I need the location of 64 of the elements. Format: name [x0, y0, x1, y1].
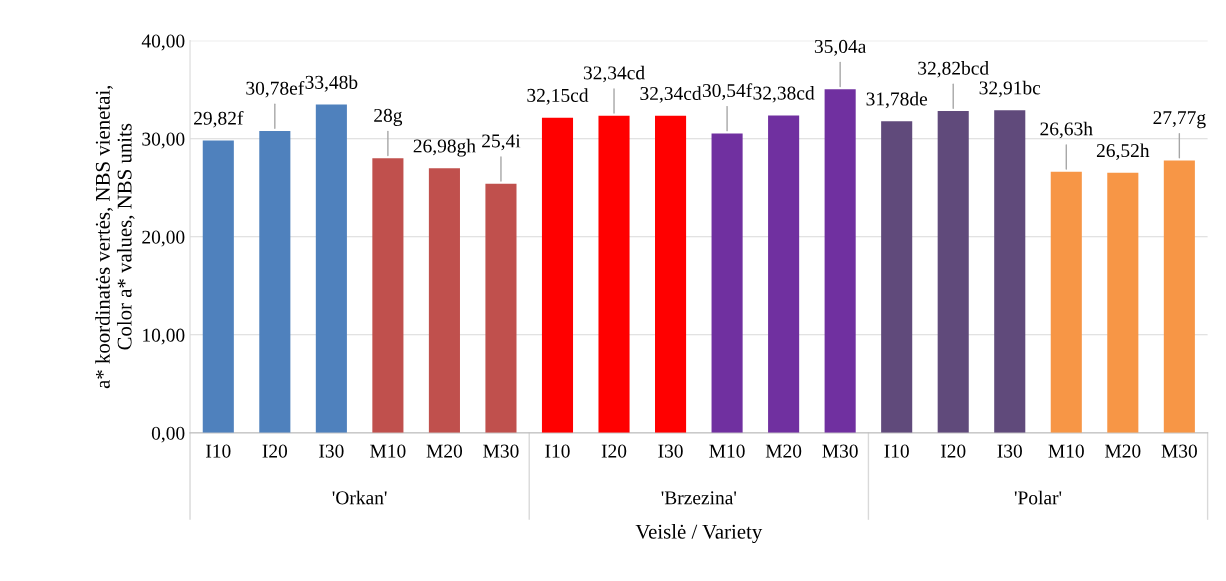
data-label: 32,38cd	[753, 85, 815, 103]
x-tick-label: M30	[822, 444, 858, 458]
text: 'Orkan'	[332, 490, 387, 505]
x-tick-label: I20	[940, 444, 966, 458]
x-tick-label: M30	[1161, 444, 1197, 458]
y-tick-label: 40,00	[141, 34, 185, 51]
x-tick-label: I20	[601, 444, 627, 458]
bar	[1107, 172, 1139, 433]
x-tick-label: I30	[997, 444, 1022, 458]
x-tick-label: I20	[262, 444, 288, 458]
data-label: 32,82bcd	[918, 61, 989, 78]
x-axis-title: Veislė / Variety	[635, 524, 763, 544]
data-label: 35,04a	[814, 39, 867, 56]
bar	[655, 115, 687, 433]
data-label: 33,48b	[305, 75, 358, 92]
x-tick-label: M20	[426, 444, 463, 458]
bar	[202, 140, 234, 433]
bar	[315, 104, 347, 433]
data-label: 32,34cd	[583, 65, 645, 83]
x-tick-label: I30	[658, 444, 683, 458]
bar	[768, 115, 800, 433]
x-tick-label: I30	[319, 444, 344, 458]
data-label: 30,54f	[702, 83, 753, 100]
data-label: 25,4i	[482, 134, 521, 151]
y-tick-label: 30,00	[142, 132, 185, 149]
data-label: 32,15cd	[527, 88, 589, 105]
x-tick-label: M10	[370, 444, 406, 458]
data-label: 31,78de	[866, 91, 928, 109]
data-label: 26,63h	[1040, 121, 1093, 139]
x-tick-label: M10	[709, 444, 745, 458]
x-tick-label: M20	[1105, 444, 1141, 458]
data-label: 32,91bc	[979, 80, 1041, 98]
x-tick-label: I10	[884, 444, 909, 458]
bar	[541, 117, 574, 433]
data-label: 26,98gh	[413, 138, 476, 157]
bar	[259, 131, 291, 433]
x-tick-label: M20	[765, 444, 802, 458]
bar	[824, 89, 856, 433]
bar	[881, 121, 913, 433]
bar	[711, 133, 743, 433]
y-tick-label: 0,00	[151, 426, 185, 443]
bar	[1050, 171, 1082, 433]
y-tick-label: 20,00	[142, 230, 185, 247]
bar	[598, 115, 630, 433]
x-tick-label: M30	[483, 444, 519, 458]
x-tick-label: M10	[1048, 444, 1084, 458]
bar	[428, 168, 460, 433]
bar	[485, 183, 517, 433]
y-tick-label: 10,00	[143, 328, 185, 345]
data-label: 32,34cd	[640, 86, 702, 103]
bar	[994, 110, 1026, 433]
y-axis-title: a* koordinatės vertės, NBS vienetai, Color a* values, NBS units	[95, 85, 135, 389]
bar	[372, 158, 404, 433]
text: 'Polar'	[1014, 490, 1062, 505]
bar	[937, 111, 969, 433]
data-label: 30,78ef	[246, 80, 305, 98]
text: 'Brzezina'	[661, 491, 737, 505]
x-tick-label: I10	[206, 444, 231, 458]
bar	[1163, 160, 1195, 433]
data-label: 28g	[374, 108, 403, 126]
data-label: 27,77g	[1153, 111, 1206, 129]
data-label: 29,82f	[194, 110, 244, 128]
x-tick-label: I10	[545, 444, 570, 458]
data-label: 26,52h	[1096, 143, 1150, 160]
